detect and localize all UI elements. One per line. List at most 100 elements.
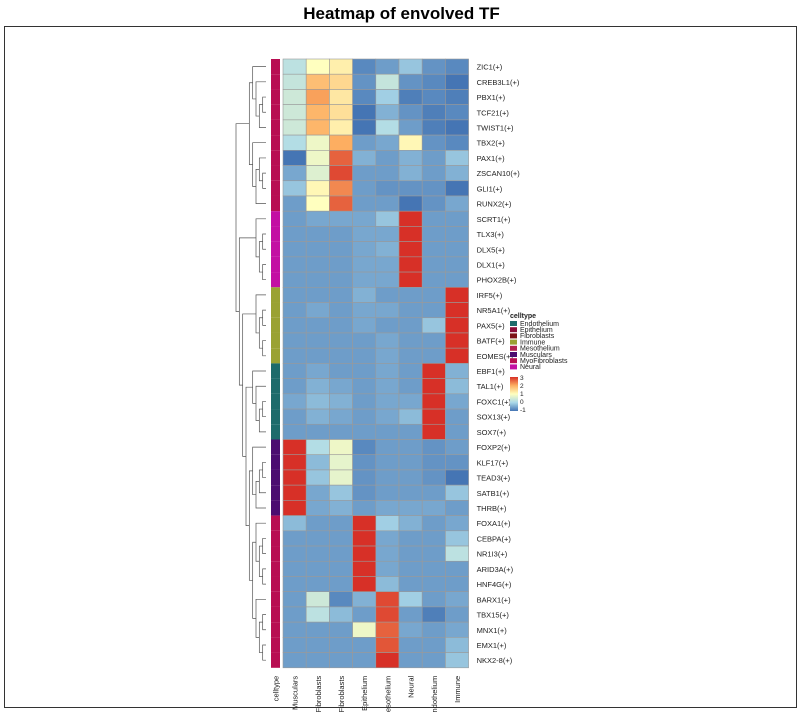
heatmap-cell [329,286,353,303]
heatmap-cell [445,363,469,379]
row-label: IRF5(+) [477,291,503,300]
heatmap-cell [445,484,469,501]
heatmap-cell [375,256,400,273]
heatmap-cell [421,286,446,303]
row-dendrogram-branch [262,233,266,250]
heatmap-cell [421,104,446,121]
heatmap-cell [398,226,423,242]
row-label: SOX7(+) [477,428,507,437]
legend-swatch [510,358,517,364]
heatmap-cell [421,165,446,182]
color-scale-tick: -1 [520,407,526,414]
celltype-annotation-cell [271,637,280,653]
row-label: TAL1(+) [477,382,504,391]
heatmap-cell [282,363,307,379]
legend-swatch [510,321,517,326]
heatmap-cell [305,317,330,334]
heatmap-cell [375,560,400,577]
heatmap-cell [398,317,423,334]
row-label: CREB3L1(+) [477,78,520,87]
celltype-annotation-cell [271,104,280,120]
heatmap-cell [445,545,469,562]
heatmap-cell [375,515,400,532]
heatmap-cell [329,332,353,349]
heatmap-cell [375,317,400,334]
row-dendrogram-branch [262,538,266,554]
heatmap-cell [282,302,307,319]
heatmap-cell [445,606,469,623]
heatmap-cell [305,195,330,212]
heatmap-cell [445,271,469,288]
column-label: Epithelium [360,676,369,711]
heatmap-cell [305,165,330,182]
heatmap-cell [305,286,330,303]
celltype-annotation-cell [271,59,280,75]
heatmap-cell [329,210,353,227]
heatmap-cell [398,195,423,212]
heatmap-cell [352,332,377,349]
celltype-annotation-cell [271,332,280,349]
heatmap-cell [329,378,353,395]
celltype-annotation-cell [271,393,280,410]
row-label: TBX2(+) [477,139,506,148]
heatmap-cell [329,576,353,592]
heatmap-cell [421,530,446,547]
heatmap-cell [305,378,330,395]
celltype-annotation-cell [271,515,280,531]
heatmap-cell [421,180,446,197]
heatmap-cell [445,454,469,471]
heatmap-cell [375,195,400,212]
heatmap-cell [282,621,307,638]
row-label: TBX15(+) [477,611,510,620]
heatmap-cell [421,393,446,410]
heatmap-cell [282,286,307,303]
heatmap-cell [375,165,400,182]
legend-swatch [510,339,517,345]
heatmap-cell [421,484,446,501]
row-label: EOMES(+) [477,352,514,361]
heatmap-cell [375,347,400,364]
heatmap-cell [398,545,423,562]
heatmap-cell [421,363,446,379]
heatmap-cell [375,652,400,669]
heatmap-cell [329,73,353,90]
row-label: NR5A1(+) [477,306,511,315]
heatmap-cell [352,119,377,136]
row-label: ZIC1(+) [477,63,503,72]
row-dendrogram-branch [262,264,266,281]
heatmap-cell [445,302,469,319]
celltype-annotation-cell [271,561,280,577]
heatmap-cell [398,652,423,669]
heatmap-cell [329,256,353,273]
heatmap-cell [352,591,377,608]
heatmap-cell [398,165,423,182]
row-dendrogram-branch [255,481,266,509]
heatmap-cell [445,500,469,516]
color-scale-tick: 2 [520,383,524,390]
row-dendrogram-branch [258,317,263,349]
heatmap-cell [329,500,353,516]
heatmap-cell [305,89,330,105]
heatmap-cell [445,104,469,121]
heatmap-cell [282,545,307,562]
legend-entry: MyoFibroblasts [520,358,568,365]
heatmap-cell [445,439,469,456]
heatmap-cell [421,637,446,653]
heatmap-cell [421,195,446,212]
heatmap-cell [352,545,377,562]
celltype-annotation-cell [271,424,280,440]
row-label: SOX13(+) [477,413,511,422]
heatmap-cell [282,134,307,151]
heatmap-cell [305,271,330,288]
row-label: EMX1(+) [477,641,507,650]
heatmap-cell [445,560,469,577]
heatmap-cell [352,241,377,258]
heatmap-cell [282,454,307,471]
heatmap-cell [305,332,330,349]
row-label: PHOX2B(+) [477,276,517,285]
heatmap-cell [282,58,307,75]
heatmap-cell [352,454,377,471]
heatmap-cell [445,469,469,486]
heatmap-cell [421,591,446,608]
row-dendrogram-branch [255,598,266,638]
